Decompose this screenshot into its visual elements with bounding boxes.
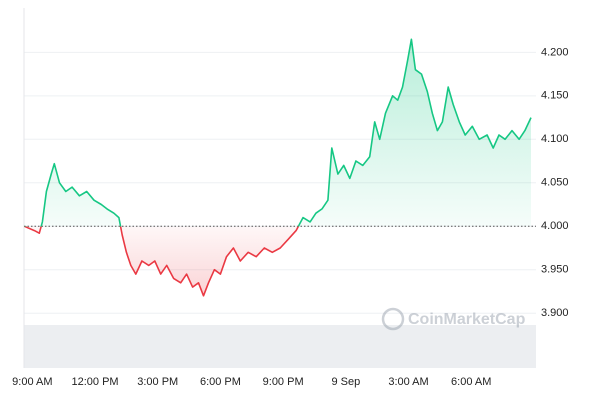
x-tick-label: 9:00 PM bbox=[263, 376, 304, 388]
y-tick-label: 4.100 bbox=[541, 133, 569, 145]
x-tick-label: 6:00 AM bbox=[451, 376, 491, 388]
x-tick-label: 9 Sep bbox=[331, 376, 360, 388]
price-area bbox=[24, 39, 532, 296]
price-line bbox=[24, 38, 532, 297]
y-tick-label: 4.000 bbox=[541, 220, 569, 232]
y-tick-label: 4.150 bbox=[541, 90, 569, 102]
watermark: CoinMarketCap bbox=[381, 307, 526, 331]
x-tick-label: 3:00 AM bbox=[388, 376, 428, 388]
x-tick-label: 12:00 PM bbox=[72, 376, 119, 388]
x-tick-label: 6:00 PM bbox=[200, 376, 241, 388]
y-tick-label: 4.050 bbox=[541, 177, 569, 189]
x-tick-label: 3:00 PM bbox=[137, 376, 178, 388]
x-tick-label: 9:00 AM bbox=[12, 376, 52, 388]
watermark-logo bbox=[381, 307, 405, 331]
watermark-text: CoinMarketCap bbox=[408, 311, 526, 328]
y-tick-label: 3.950 bbox=[541, 264, 569, 276]
y-tick-label: 4.200 bbox=[541, 46, 569, 58]
y-tick-label: 3.900 bbox=[541, 307, 569, 319]
volume-area bbox=[24, 325, 536, 368]
